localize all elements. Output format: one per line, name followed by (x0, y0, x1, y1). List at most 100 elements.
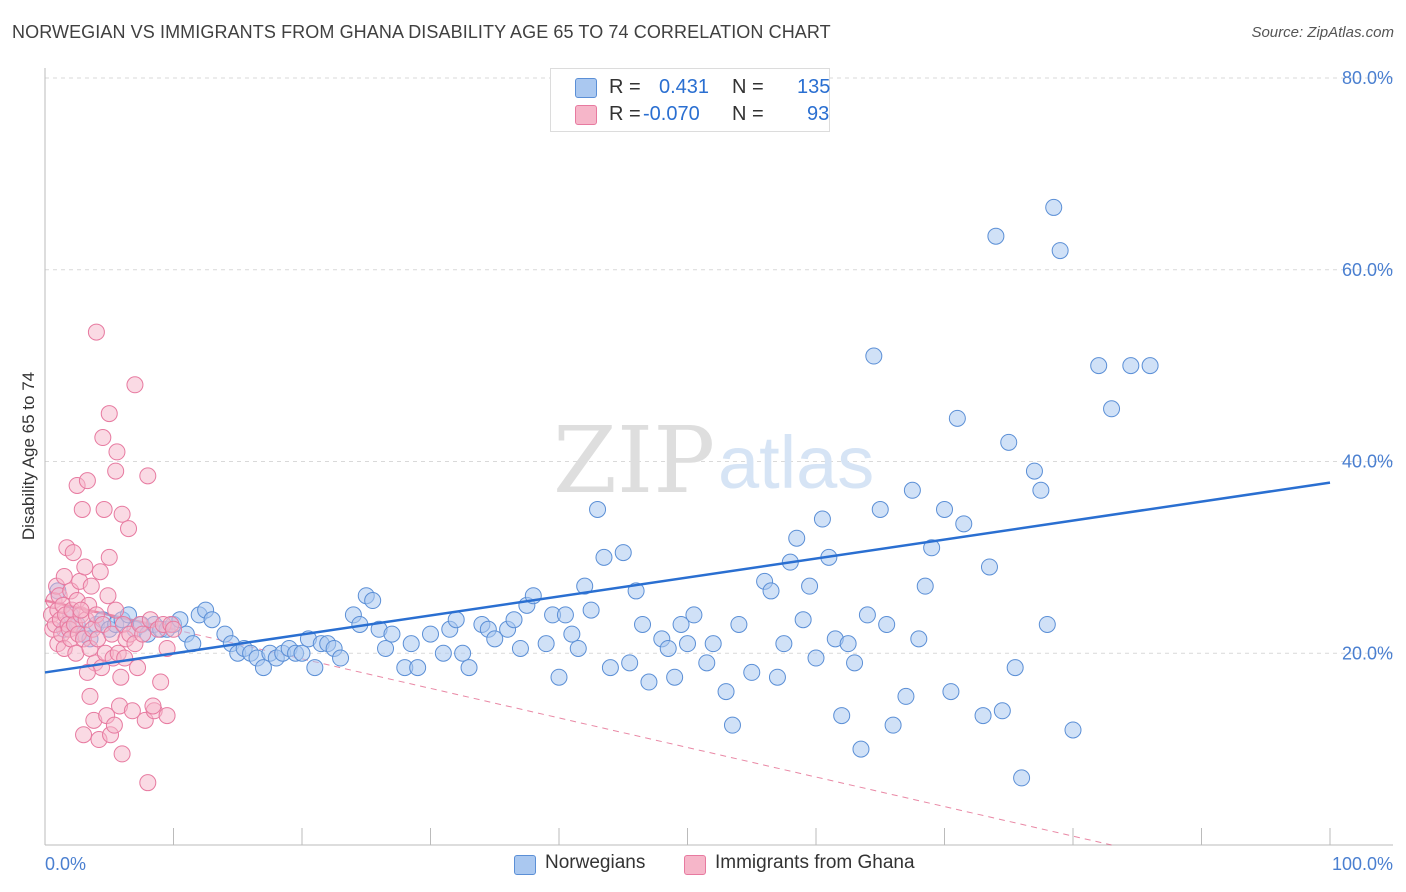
ghana-point (107, 601, 125, 619)
ghana-point (78, 663, 96, 681)
ghana-point (113, 745, 131, 763)
norwegians-point (332, 649, 350, 667)
norwegians-point (768, 668, 786, 686)
norwegians-point (293, 644, 311, 662)
legend-n-value: 135 (797, 76, 831, 98)
norwegians-point (974, 707, 992, 725)
ghana-point (89, 630, 107, 648)
norwegians-point (846, 654, 864, 672)
legend-row-ghana: R = -0.070 N = 93 (551, 100, 829, 128)
norwegians-point (788, 529, 806, 547)
norwegians-point (550, 668, 568, 686)
legend-n-label: N = (732, 103, 764, 125)
watermark-zip: ZIP (553, 407, 715, 514)
ghana-point (100, 548, 118, 566)
norwegians-point (672, 615, 690, 633)
x-tick-label: 0.0% (45, 854, 86, 874)
ghana-point (91, 563, 109, 581)
ghana-point (165, 620, 182, 638)
ghana-point (95, 500, 113, 518)
norwegians-point (434, 644, 452, 662)
ghana-point (120, 520, 138, 538)
norwegians-point (1038, 615, 1056, 633)
ghana-legend-swatch (684, 855, 706, 875)
norwegians-point (1013, 769, 1031, 787)
norwegians-point (634, 615, 652, 633)
norwegians-legend-label: Norwegians (545, 852, 646, 873)
norwegians-trend-group (44, 481, 1331, 674)
legend-r-label: R = (609, 103, 641, 125)
norwegians-point (723, 716, 741, 734)
ghana-point (87, 323, 105, 341)
norwegians-point (910, 630, 928, 648)
norwegians-point (858, 606, 876, 624)
norwegians-point (601, 659, 619, 677)
ghana-swatch (575, 105, 597, 125)
norwegians-point (679, 635, 696, 653)
norwegians-point (916, 577, 934, 595)
norwegians-point (582, 601, 600, 619)
norwegians-point (698, 654, 716, 672)
norwegians-point (1103, 400, 1121, 418)
norwegians-point (775, 635, 793, 653)
norwegians-point (794, 611, 812, 629)
ghana-point (107, 462, 125, 480)
y-tick-label: 20.0% (1342, 643, 1393, 663)
norwegians-point (254, 659, 272, 677)
ghana-point (67, 644, 85, 662)
legend-row-norwegians: R = 0.431 N = 135 (551, 73, 831, 101)
y-tick-label: 60.0% (1342, 260, 1393, 280)
ghana-point (73, 500, 91, 518)
norwegians-point (537, 635, 555, 653)
norwegians-point (993, 702, 1011, 720)
norwegians-trend-line (44, 481, 1331, 674)
norwegians-point (942, 683, 960, 701)
y-tick-label: 40.0% (1342, 452, 1393, 472)
legend-r-value: -0.070 (643, 103, 700, 125)
ghana-point (152, 673, 170, 691)
ghana-point (75, 726, 93, 744)
norwegians-point (980, 558, 998, 576)
norwegians-point (1141, 357, 1159, 375)
ghana-points (42, 323, 182, 792)
norwegians-point (595, 548, 613, 566)
norwegians-point (422, 625, 439, 643)
norwegians-point (807, 649, 825, 667)
ghana-point (82, 577, 100, 595)
correlation-legend: R = 0.431 N = 135 R = -0.070 N = 93 (550, 68, 830, 132)
norwegians-point (1064, 721, 1082, 739)
norwegians-point (383, 625, 401, 643)
legend-r-value: 0.431 (659, 76, 710, 98)
norwegians-point (1122, 357, 1140, 375)
norwegians-point (505, 611, 523, 629)
ghana-point (55, 568, 73, 586)
norwegians-point (1045, 198, 1063, 216)
norwegians-point (743, 663, 761, 681)
grid-lines (45, 77, 1393, 654)
ghana-point (129, 659, 147, 677)
norwegians-point (640, 673, 658, 691)
ghana-point (113, 505, 131, 523)
ghana-point (123, 702, 141, 720)
norwegians-point (1032, 481, 1050, 499)
norwegians-point (865, 347, 883, 365)
norwegians-point (621, 654, 639, 672)
ghana-point (158, 707, 176, 725)
norwegians-swatch (575, 78, 597, 98)
norwegians-point (730, 615, 748, 633)
norwegians-point (852, 740, 870, 758)
norwegians-point (447, 611, 465, 629)
norwegians-point (563, 625, 581, 643)
norwegians-point (839, 635, 857, 653)
ghana-point (99, 587, 117, 605)
norwegians-point (704, 635, 722, 653)
legend-r-label: R = (609, 76, 641, 98)
ghana-point (112, 668, 130, 686)
norwegians-point (1090, 357, 1108, 375)
norwegians-point (871, 500, 889, 518)
norwegians-point (878, 615, 896, 633)
norwegians-point (717, 683, 735, 701)
norwegians-point (1000, 433, 1018, 451)
norwegians-point (402, 635, 420, 653)
